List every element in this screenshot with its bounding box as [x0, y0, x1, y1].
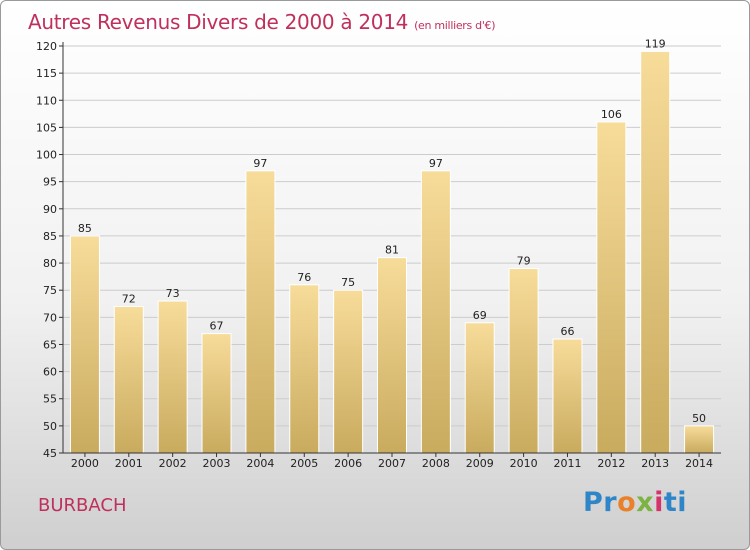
bar	[157, 300, 188, 454]
bar	[113, 305, 144, 454]
bar-value-label: 66	[560, 325, 574, 338]
x-tick-label: 2006	[334, 457, 362, 470]
y-tick-label: 50	[43, 420, 57, 433]
bar-value-label: 97	[253, 157, 267, 170]
chart-title: Autres Revenus Divers de 2000 à 2014 (en …	[28, 10, 496, 34]
bar	[333, 289, 364, 454]
x-tick-label: 2000	[71, 457, 99, 470]
x-tick-label: 2012	[597, 457, 625, 470]
y-tick-label: 110	[36, 94, 57, 107]
bar-value-label: 119	[645, 37, 666, 50]
y-tick-label: 120	[36, 40, 57, 53]
bar	[684, 425, 715, 454]
x-tick-label: 2007	[378, 457, 406, 470]
y-tick-label: 55	[43, 393, 57, 406]
logo-part: i	[654, 487, 664, 518]
y-tick-label: 80	[43, 257, 57, 270]
y-tick-label: 105	[36, 121, 57, 134]
y-tick-label: 90	[43, 203, 57, 216]
logo-part: ti	[663, 487, 688, 518]
bar	[640, 50, 671, 454]
bar	[596, 121, 627, 454]
axes: 45 50 55 60 65 70 75 80 85 90 95 100 105 110 115 120 200…	[36, 40, 721, 470]
bar	[377, 257, 407, 454]
bar	[245, 170, 276, 454]
proxiti-logo: Proxiti	[583, 487, 687, 518]
bar	[464, 322, 495, 454]
bars: 85 72 73 67 97 76 75 81 97 69 79 66 106 119 50	[69, 37, 715, 454]
x-tick-label: 2001	[115, 457, 143, 470]
bar-value-label: 76	[297, 271, 311, 284]
bar-value-label: 97	[429, 157, 443, 170]
bar-value-label: 75	[341, 276, 355, 289]
bar-value-label: 69	[473, 309, 487, 322]
y-tick-label: 60	[43, 366, 57, 379]
y-tick-label: 65	[43, 338, 57, 351]
y-tick-label: 100	[36, 149, 57, 162]
bar	[420, 170, 451, 454]
x-tick-label: 2008	[422, 457, 450, 470]
x-tick-label: 2014	[685, 457, 713, 470]
bar-value-label: 67	[210, 320, 224, 333]
bar-value-label: 106	[601, 108, 622, 121]
y-tick-label: 45	[43, 447, 57, 460]
x-tick-label: 2002	[159, 457, 187, 470]
bar-value-label: 73	[166, 287, 180, 300]
bar-value-label: 81	[385, 244, 399, 257]
logo-part: o	[617, 487, 637, 518]
x-tick-label: 2011	[553, 457, 581, 470]
x-tick-label: 2005	[290, 457, 318, 470]
x-tick-label: 2003	[203, 457, 231, 470]
bar	[508, 267, 539, 454]
bar-value-label: 50	[692, 412, 706, 425]
x-tick-label: 2004	[246, 457, 274, 470]
x-tick-label: 2010	[510, 457, 538, 470]
x-tick-label: 2009	[466, 457, 494, 470]
x-tick-label: 2013	[641, 457, 669, 470]
chart-title-text: Autres Revenus Divers de 2000 à 2014	[28, 10, 409, 34]
bar	[201, 333, 232, 454]
bar-value-label: 85	[78, 222, 92, 235]
y-tick-label: 95	[43, 176, 57, 189]
chart-subtitle: (en milliers d'€)	[414, 19, 496, 32]
bar-value-label: 79	[517, 254, 531, 267]
bar	[552, 338, 583, 454]
place-name: BURBACH	[38, 495, 127, 516]
bar	[69, 235, 100, 454]
logo-part: x	[636, 487, 655, 518]
logo-part: Pr	[583, 487, 618, 518]
y-tick-label: 115	[36, 67, 57, 80]
bar	[289, 284, 320, 454]
y-tick-label: 70	[43, 311, 57, 324]
y-tick-label: 85	[43, 230, 57, 243]
y-tick-label: 75	[43, 284, 57, 297]
bar-value-label: 72	[122, 292, 136, 305]
